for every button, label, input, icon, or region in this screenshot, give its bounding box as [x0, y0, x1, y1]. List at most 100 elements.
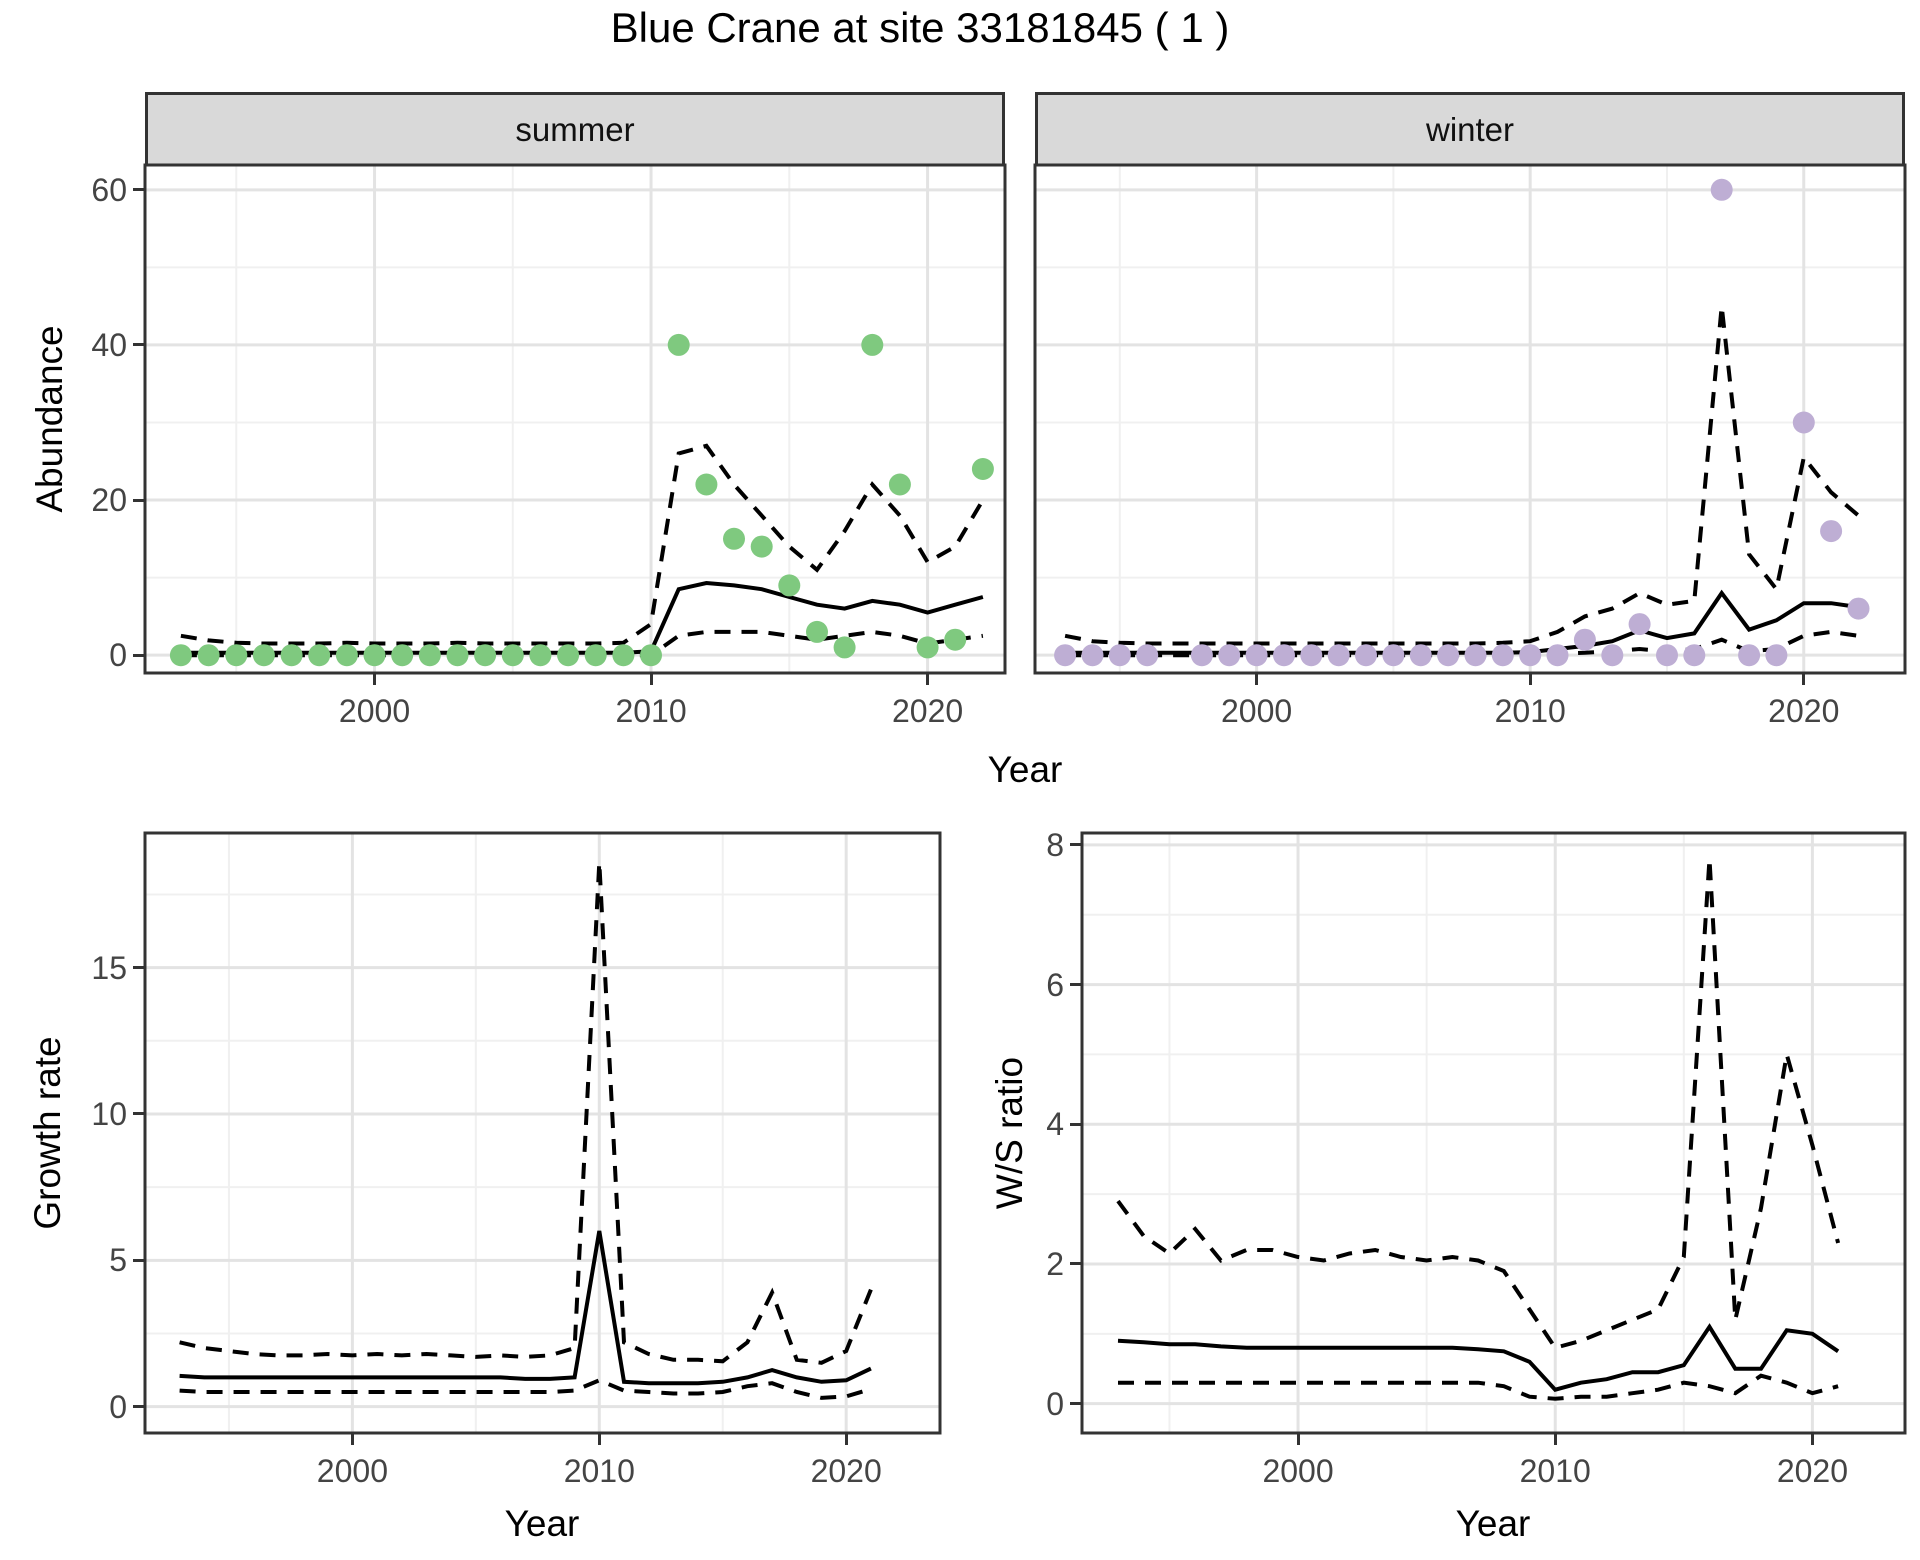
data-point: [1300, 644, 1323, 667]
x-tick-mark: [926, 673, 930, 685]
data-point: [308, 644, 331, 667]
x-tick-mark: [350, 1433, 354, 1445]
x-tick-mark: [1553, 1433, 1557, 1445]
y-tick-label: 8: [1046, 826, 1064, 863]
panel-border: [143, 163, 1007, 675]
data-point: [1190, 644, 1213, 667]
data-point: [197, 644, 220, 667]
x-tick-mark: [1802, 673, 1806, 685]
x-axis-title-year-bottom-left: Year: [504, 1503, 580, 1544]
panel-background: [1035, 165, 1905, 673]
y-tick-mark: [133, 1112, 145, 1116]
data-point: [418, 644, 441, 667]
data-point: [833, 636, 856, 659]
data-point: [1601, 644, 1624, 667]
x-tick-label: 2020: [1776, 1453, 1848, 1489]
data-point: [557, 644, 580, 667]
data-point: [1738, 644, 1761, 667]
x-tick-label: 2020: [810, 1453, 882, 1489]
y-tick-mark: [1070, 843, 1082, 847]
x-tick-label: 2010: [1519, 1453, 1591, 1489]
x-tick-mark: [1296, 1433, 1300, 1445]
y-tick-label: 6: [1046, 966, 1064, 1003]
y-tick-mark: [133, 498, 145, 502]
panel-border: [143, 831, 942, 1435]
y-tick-label: 60: [91, 171, 127, 208]
x-tick-label: 2000: [316, 1453, 388, 1489]
data-point: [252, 644, 275, 667]
facet-strip-summer-label: summer: [515, 111, 635, 148]
fit-line: [179, 1230, 872, 1386]
x-tick-label: 2000: [1221, 693, 1293, 729]
data-point: [806, 620, 828, 643]
data-point: [1519, 644, 1542, 667]
data-point: [1273, 644, 1295, 667]
x-tick-label: 2020: [1768, 693, 1840, 729]
data-point: [529, 644, 552, 667]
x-tick-mark: [844, 1433, 848, 1445]
data-point: [169, 644, 192, 667]
y-tick-label: 2: [1046, 1245, 1064, 1282]
y-tick-mark: [133, 188, 145, 192]
data-point: [446, 644, 469, 667]
panel-background: [1082, 833, 1905, 1433]
x-tick-label: 2010: [563, 1453, 635, 1489]
ci-upper-line: [179, 862, 873, 1365]
data-point: [1792, 411, 1815, 434]
data-point: [1437, 644, 1460, 667]
y-tick-mark: [133, 966, 145, 970]
data-point: [1491, 644, 1514, 667]
x-tick-label: 2010: [615, 693, 687, 729]
x-tick-label: 2000: [338, 693, 411, 729]
ci-lower-line: [1118, 1373, 1839, 1401]
x-tick-mark: [373, 673, 377, 685]
data-point: [861, 333, 884, 356]
x-tick-mark: [597, 1433, 601, 1445]
data-point: [1656, 644, 1678, 667]
data-point: [1628, 613, 1651, 636]
data-point: [474, 644, 497, 667]
y-tick-label: 10: [91, 1095, 127, 1132]
data-point: [695, 473, 718, 496]
data-point: [640, 644, 662, 667]
panel-background: [145, 165, 1005, 673]
x-tick-label: 2010: [1494, 693, 1566, 729]
data-point: [1136, 644, 1159, 667]
data-point: [778, 574, 801, 597]
y-tick-label: 0: [109, 1388, 127, 1425]
y-tick-label: 0: [109, 637, 127, 674]
data-point: [1081, 644, 1104, 667]
data-point: [335, 644, 358, 667]
data-point: [363, 644, 386, 667]
data-point: [280, 644, 303, 667]
y-tick-mark: [133, 343, 145, 347]
y-tick-label: 15: [91, 949, 127, 986]
x-tick-mark: [1528, 673, 1532, 685]
data-point: [667, 333, 690, 356]
ci-upper-line: [1116, 858, 1841, 1351]
panel-abundance-summer: [143, 163, 1007, 675]
y-tick-mark: [1070, 1122, 1082, 1126]
data-point: [916, 636, 939, 659]
data-point: [750, 535, 773, 558]
data-point: [225, 644, 248, 667]
y-tick-label: 0: [1046, 1385, 1064, 1422]
y-tick-label: 4: [1046, 1106, 1064, 1143]
y-tick-label: 40: [91, 326, 127, 363]
data-point: [1765, 644, 1788, 667]
y-tick-label: 20: [91, 482, 127, 519]
data-point: [1847, 597, 1870, 620]
ci-upper-line: [180, 443, 985, 646]
panel-border: [1033, 163, 1907, 675]
x-tick-mark: [1255, 673, 1259, 685]
data-point: [1382, 644, 1405, 667]
ci-lower-line: [180, 629, 984, 658]
panel-border: [1080, 831, 1907, 1435]
data-point: [1409, 644, 1432, 667]
x-tick-label: 2020: [891, 693, 964, 729]
data-point: [1683, 644, 1706, 667]
x-axis-title-year-bottom-right: Year: [1455, 1503, 1531, 1544]
data-point: [1546, 644, 1569, 667]
